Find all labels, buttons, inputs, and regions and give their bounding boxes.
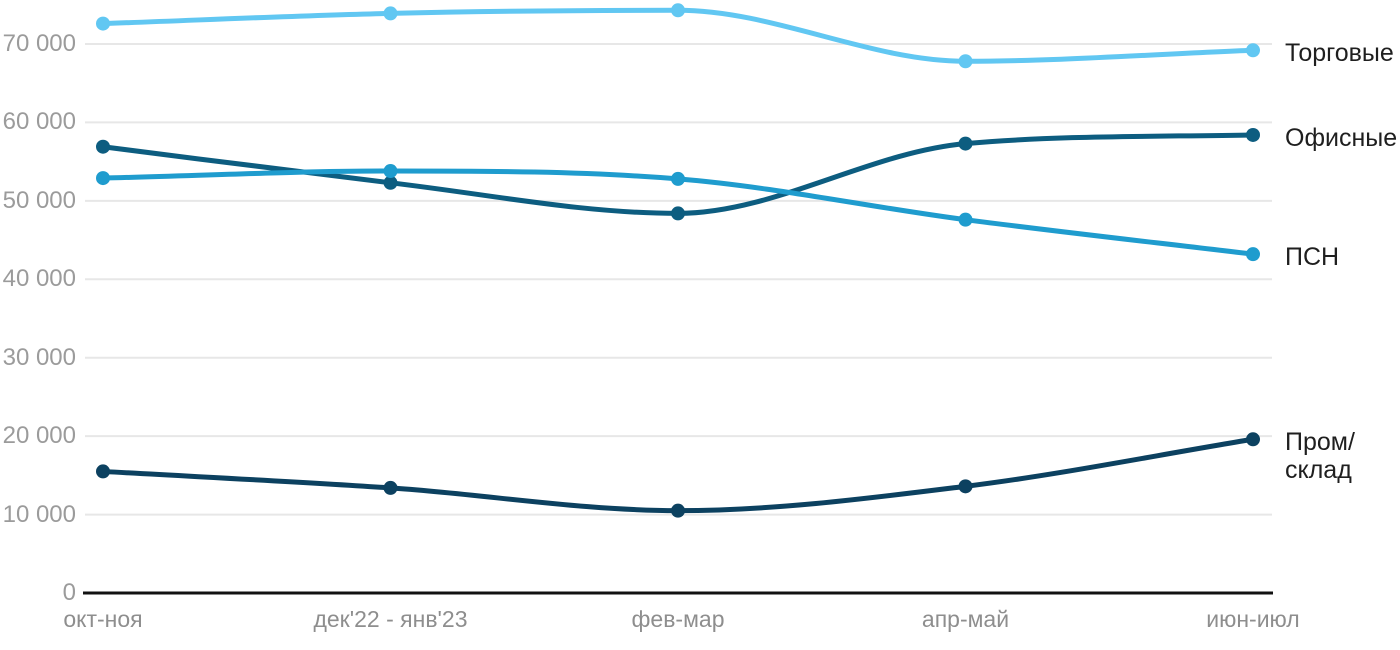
data-point — [671, 503, 685, 518]
data-point — [1246, 127, 1260, 142]
data-point — [958, 479, 973, 494]
x-tick-label: окт-ноя — [63, 606, 143, 632]
x-tick-label: апр-май — [921, 606, 1010, 632]
data-point — [383, 164, 398, 179]
data-point — [958, 136, 973, 151]
series-label-1: Офисные — [1285, 124, 1397, 152]
data-point — [96, 16, 110, 31]
x-tick-label: фев-мар — [631, 606, 725, 632]
data-point — [96, 464, 110, 479]
y-tick-label: 30 000 — [2, 343, 76, 371]
y-tick-label: 0 — [62, 579, 76, 606]
series-label-line: Пром/ — [1285, 428, 1355, 457]
data-point — [96, 139, 110, 154]
y-tick-label: 70 000 — [2, 29, 76, 57]
series-line-3 — [100, 436, 1256, 514]
y-tick-label: 20 000 — [2, 422, 76, 450]
series-line-0 — [100, 7, 1256, 64]
data-point — [671, 206, 685, 221]
data-point — [1246, 43, 1260, 58]
data-point — [1246, 247, 1260, 262]
series-label-2: ПСН — [1285, 243, 1339, 271]
series-label-3: Пром/склад — [1285, 428, 1355, 484]
series-label-0: Торговые — [1285, 39, 1394, 67]
data-point — [383, 480, 398, 495]
data-point — [383, 6, 398, 21]
data-point — [1246, 432, 1260, 447]
data-point — [671, 171, 685, 186]
data-point — [671, 3, 685, 18]
data-point — [383, 175, 398, 190]
data-point — [96, 171, 110, 186]
y-tick-label: 40 000 — [2, 265, 76, 293]
data-point — [958, 212, 973, 227]
x-tick-label: июн-июл — [1206, 606, 1300, 632]
series-label-line: ПСН — [1285, 243, 1340, 272]
y-tick-label: 10 000 — [2, 500, 76, 528]
series-label-line: склад — [1285, 456, 1352, 485]
y-tick-label: 60 000 — [2, 108, 76, 136]
series-label-line: Торговые — [1285, 39, 1394, 68]
data-point — [958, 54, 973, 69]
y-tick-label: 50 000 — [2, 186, 76, 214]
series-label-line: Офисные — [1285, 123, 1398, 152]
x-tick-label: дек'22 - янв'23 — [313, 606, 468, 632]
